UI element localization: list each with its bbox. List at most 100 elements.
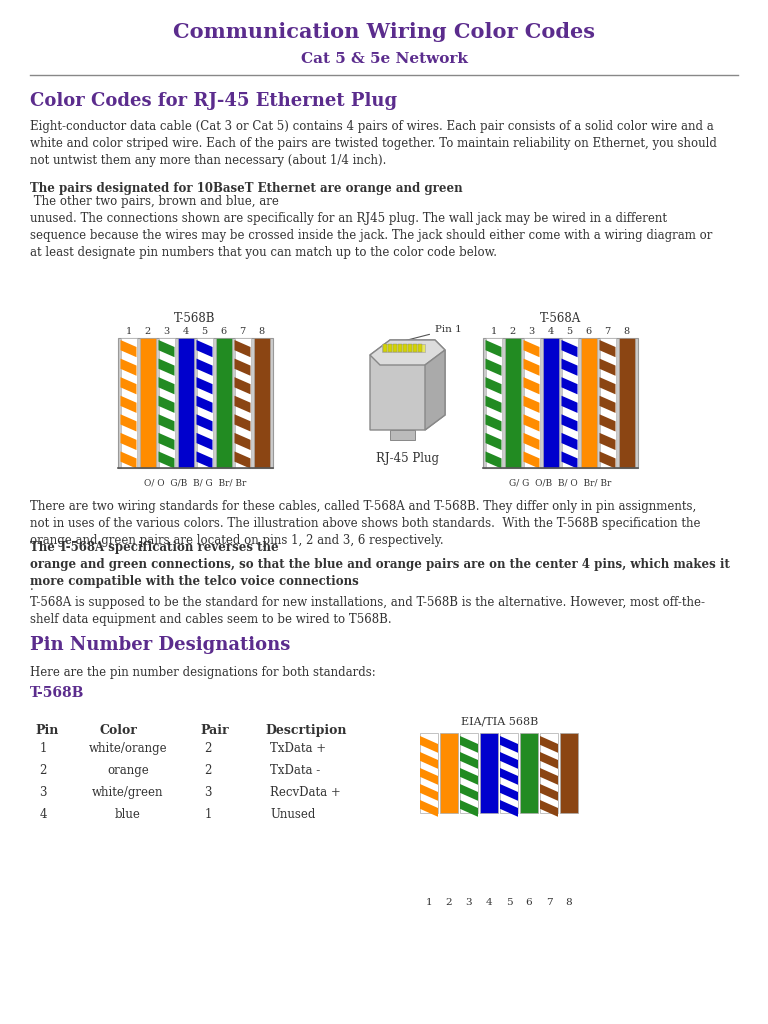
Bar: [398, 344, 402, 352]
Text: 5: 5: [567, 327, 573, 336]
Bar: [520, 733, 538, 813]
Polygon shape: [158, 415, 174, 431]
Text: 3: 3: [465, 898, 472, 907]
Text: 4: 4: [485, 898, 492, 907]
Polygon shape: [121, 358, 137, 376]
Bar: [216, 338, 231, 468]
Text: 6: 6: [525, 898, 532, 907]
Bar: [524, 338, 539, 468]
Polygon shape: [600, 433, 615, 451]
Text: Pair: Pair: [200, 724, 229, 737]
Polygon shape: [485, 452, 502, 469]
Polygon shape: [420, 800, 438, 817]
Bar: [158, 338, 174, 468]
Text: 3: 3: [204, 786, 212, 799]
Text: T-568A: T-568A: [539, 312, 581, 325]
Text: T-568B: T-568B: [174, 312, 216, 325]
Bar: [118, 338, 273, 468]
Text: The other two pairs, brown and blue, are
unused. The connections shown are speci: The other two pairs, brown and blue, are…: [30, 195, 713, 259]
Polygon shape: [524, 340, 539, 357]
Polygon shape: [121, 433, 137, 451]
Bar: [460, 733, 478, 813]
Polygon shape: [500, 800, 518, 817]
Bar: [540, 733, 558, 813]
Text: 1: 1: [491, 327, 497, 336]
Polygon shape: [500, 736, 518, 753]
Bar: [418, 344, 422, 352]
Text: 2: 2: [39, 764, 47, 777]
Polygon shape: [197, 415, 213, 431]
Text: 3: 3: [164, 327, 170, 336]
Text: 3: 3: [39, 786, 47, 799]
Bar: [485, 338, 502, 468]
Text: EIA/TIA 568B: EIA/TIA 568B: [462, 717, 538, 727]
Text: T-568B: T-568B: [30, 686, 84, 700]
Text: G/ G  O/B  B/ O  Br/ Br: G/ G O/B B/ O Br/ Br: [509, 478, 611, 487]
Polygon shape: [524, 452, 539, 469]
Polygon shape: [500, 752, 518, 769]
Polygon shape: [540, 768, 558, 784]
Text: 6: 6: [585, 327, 591, 336]
Text: TxData -: TxData -: [270, 764, 320, 777]
Text: 2: 2: [204, 764, 212, 777]
Text: 2: 2: [204, 742, 212, 755]
Polygon shape: [158, 395, 174, 413]
Text: orange: orange: [107, 764, 149, 777]
Text: RecvData +: RecvData +: [270, 786, 341, 799]
Polygon shape: [561, 377, 578, 394]
Polygon shape: [561, 395, 578, 413]
Text: 1: 1: [425, 898, 432, 907]
Text: 4: 4: [39, 808, 47, 821]
Text: 4: 4: [548, 327, 554, 336]
Text: Color: Color: [100, 724, 138, 737]
Polygon shape: [370, 340, 445, 430]
Polygon shape: [540, 784, 558, 801]
Polygon shape: [121, 395, 137, 413]
Bar: [420, 733, 438, 813]
Polygon shape: [158, 358, 174, 376]
Bar: [560, 733, 578, 813]
Polygon shape: [460, 752, 478, 769]
Text: .: .: [30, 580, 34, 593]
Bar: [383, 344, 387, 352]
Bar: [505, 338, 521, 468]
Polygon shape: [540, 752, 558, 769]
Polygon shape: [234, 433, 250, 451]
Bar: [500, 733, 518, 813]
Polygon shape: [197, 433, 213, 451]
Text: The T-568A specification reverses the
orange and green connections, so that the : The T-568A specification reverses the or…: [30, 541, 730, 588]
Text: T-568A is supposed to be the standard for new installations, and T-568B is the a: T-568A is supposed to be the standard fo…: [30, 596, 705, 626]
Text: Color Codes for RJ-45 Ethernet Plug: Color Codes for RJ-45 Ethernet Plug: [30, 92, 397, 110]
Bar: [140, 338, 155, 468]
Bar: [197, 338, 213, 468]
Polygon shape: [600, 340, 615, 357]
Polygon shape: [485, 433, 502, 451]
Text: 5: 5: [505, 898, 512, 907]
Bar: [253, 338, 270, 468]
Bar: [440, 733, 458, 813]
Text: 6: 6: [220, 327, 227, 336]
Polygon shape: [234, 340, 250, 357]
Bar: [121, 338, 137, 468]
Bar: [480, 733, 498, 813]
Polygon shape: [158, 452, 174, 469]
Text: TxData +: TxData +: [270, 742, 326, 755]
Bar: [542, 338, 558, 468]
Bar: [482, 338, 637, 468]
Text: 2: 2: [509, 327, 515, 336]
Text: 8: 8: [259, 327, 264, 336]
Polygon shape: [524, 395, 539, 413]
Text: Pin: Pin: [35, 724, 58, 737]
Polygon shape: [234, 377, 250, 394]
Polygon shape: [600, 452, 615, 469]
Polygon shape: [460, 800, 478, 817]
Text: Unused: Unused: [270, 808, 316, 821]
Polygon shape: [370, 340, 445, 365]
Polygon shape: [234, 358, 250, 376]
Text: Pin Number Designations: Pin Number Designations: [30, 636, 290, 654]
Text: 1: 1: [204, 808, 212, 821]
Text: white/orange: white/orange: [88, 742, 167, 755]
Polygon shape: [420, 768, 438, 784]
Bar: [393, 344, 397, 352]
Text: 8: 8: [566, 898, 572, 907]
